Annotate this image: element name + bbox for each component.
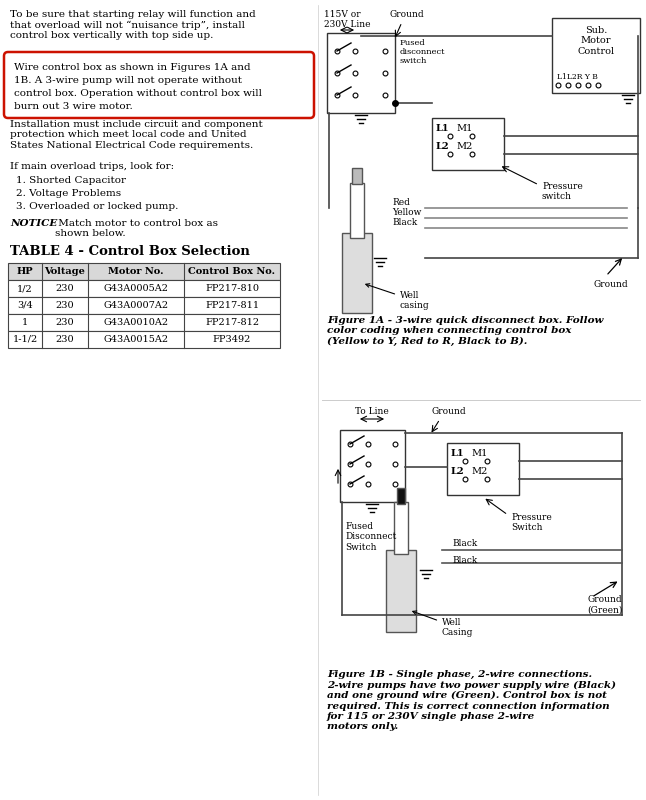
Text: G43A0010A2: G43A0010A2 (103, 318, 169, 327)
Text: Match motor to control box as
shown below.: Match motor to control box as shown belo… (55, 219, 218, 238)
Text: Installation must include circuit and component
protection which meet local code: Installation must include circuit and co… (10, 120, 263, 150)
Text: 2. Voltage Problems: 2. Voltage Problems (16, 189, 121, 198)
Bar (340, 430, 405, 502)
Text: Well
Casing: Well Casing (413, 611, 474, 638)
Text: L1: L1 (451, 449, 464, 458)
Text: Fused
disconnect
switch: Fused disconnect switch (400, 39, 446, 66)
Bar (342, 233, 372, 313)
Text: L1L2R Y B: L1L2R Y B (557, 73, 598, 81)
Text: Red: Red (392, 198, 410, 207)
FancyBboxPatch shape (4, 52, 314, 118)
Text: 230: 230 (56, 301, 74, 310)
Text: M2: M2 (471, 467, 487, 476)
Bar (8, 297, 280, 314)
Text: Fused
Disconnect
Switch: Fused Disconnect Switch (345, 522, 397, 552)
Text: Yellow: Yellow (392, 208, 421, 217)
Text: 230: 230 (56, 284, 74, 293)
Bar (352, 168, 362, 184)
Text: If main overload trips, look for:: If main overload trips, look for: (10, 162, 174, 171)
Bar (432, 118, 504, 170)
Text: 1-1/2: 1-1/2 (12, 335, 37, 344)
Text: Ground
(Green): Ground (Green) (587, 595, 622, 614)
Text: M2: M2 (456, 142, 472, 151)
Bar (397, 488, 405, 504)
Text: Figure 1A - 3-wire quick disconnect box. Follow
color coding when connecting con: Figure 1A - 3-wire quick disconnect box.… (327, 316, 603, 346)
Text: Black: Black (452, 556, 477, 565)
Text: 3/4: 3/4 (17, 301, 33, 310)
Bar (386, 550, 416, 632)
Text: 1: 1 (22, 318, 28, 327)
Text: burn out 3 wire motor.: burn out 3 wire motor. (14, 102, 132, 111)
Text: L1: L1 (436, 124, 450, 133)
Bar (8, 263, 280, 280)
Text: TABLE 4 - Control Box Selection: TABLE 4 - Control Box Selection (10, 245, 250, 258)
Bar (327, 33, 395, 113)
Text: Motor No.: Motor No. (109, 267, 163, 276)
Bar (8, 331, 280, 348)
Bar (394, 502, 408, 554)
Text: Ground: Ground (432, 407, 466, 416)
Text: Wire control box as shown in Figures 1A and: Wire control box as shown in Figures 1A … (14, 63, 251, 72)
Text: HP: HP (17, 267, 34, 276)
Text: Black: Black (392, 218, 417, 227)
Text: 1B. A 3-wire pump will not operate without: 1B. A 3-wire pump will not operate witho… (14, 76, 242, 85)
Text: G43A0005A2: G43A0005A2 (103, 284, 169, 293)
Text: NOTICE: NOTICE (10, 219, 57, 228)
Text: FP217-811: FP217-811 (205, 301, 259, 310)
Bar (8, 314, 280, 331)
Text: 3. Overloaded or locked pump.: 3. Overloaded or locked pump. (16, 202, 178, 211)
Text: Well
casing: Well casing (366, 284, 430, 310)
Text: Control Box No.: Control Box No. (189, 267, 275, 276)
Text: 1/2: 1/2 (17, 284, 33, 293)
Text: Pressure
switch: Pressure switch (542, 182, 583, 202)
Text: Ground: Ground (594, 280, 629, 289)
Text: FP217-810: FP217-810 (205, 284, 259, 293)
Bar (552, 18, 640, 93)
Text: control box. Operation without control box will: control box. Operation without control b… (14, 89, 262, 98)
Text: Black: Black (452, 539, 477, 548)
Text: 115V or: 115V or (324, 10, 360, 19)
Text: Pressure
Switch: Pressure Switch (511, 513, 552, 533)
Text: Sub.
Motor
Control: Sub. Motor Control (578, 26, 614, 56)
Text: To Line: To Line (355, 407, 389, 416)
Text: FP3492: FP3492 (213, 335, 251, 344)
Bar (447, 443, 519, 495)
Text: To be sure that starting relay will function and
that overload will not “nuisanc: To be sure that starting relay will func… (10, 10, 256, 40)
Text: Ground: Ground (390, 10, 424, 19)
Text: FP217-812: FP217-812 (205, 318, 259, 327)
Text: Figure 1B - Single phase, 2-wire connections.
2-wire pumps have two power supply: Figure 1B - Single phase, 2-wire connect… (327, 670, 616, 731)
Text: 230: 230 (56, 335, 74, 344)
Text: 230: 230 (56, 318, 74, 327)
Text: M1: M1 (471, 449, 487, 458)
Text: Voltage: Voltage (45, 267, 85, 276)
Text: M1: M1 (456, 124, 472, 133)
Text: 230V Line: 230V Line (324, 20, 371, 29)
Text: G43A0015A2: G43A0015A2 (103, 335, 169, 344)
Text: L2: L2 (451, 467, 464, 476)
Text: 1. Shorted Capacitor: 1. Shorted Capacitor (16, 176, 126, 185)
Text: L2: L2 (436, 142, 450, 151)
Bar (8, 280, 280, 297)
Text: G43A0007A2: G43A0007A2 (103, 301, 169, 310)
Bar (350, 183, 364, 238)
